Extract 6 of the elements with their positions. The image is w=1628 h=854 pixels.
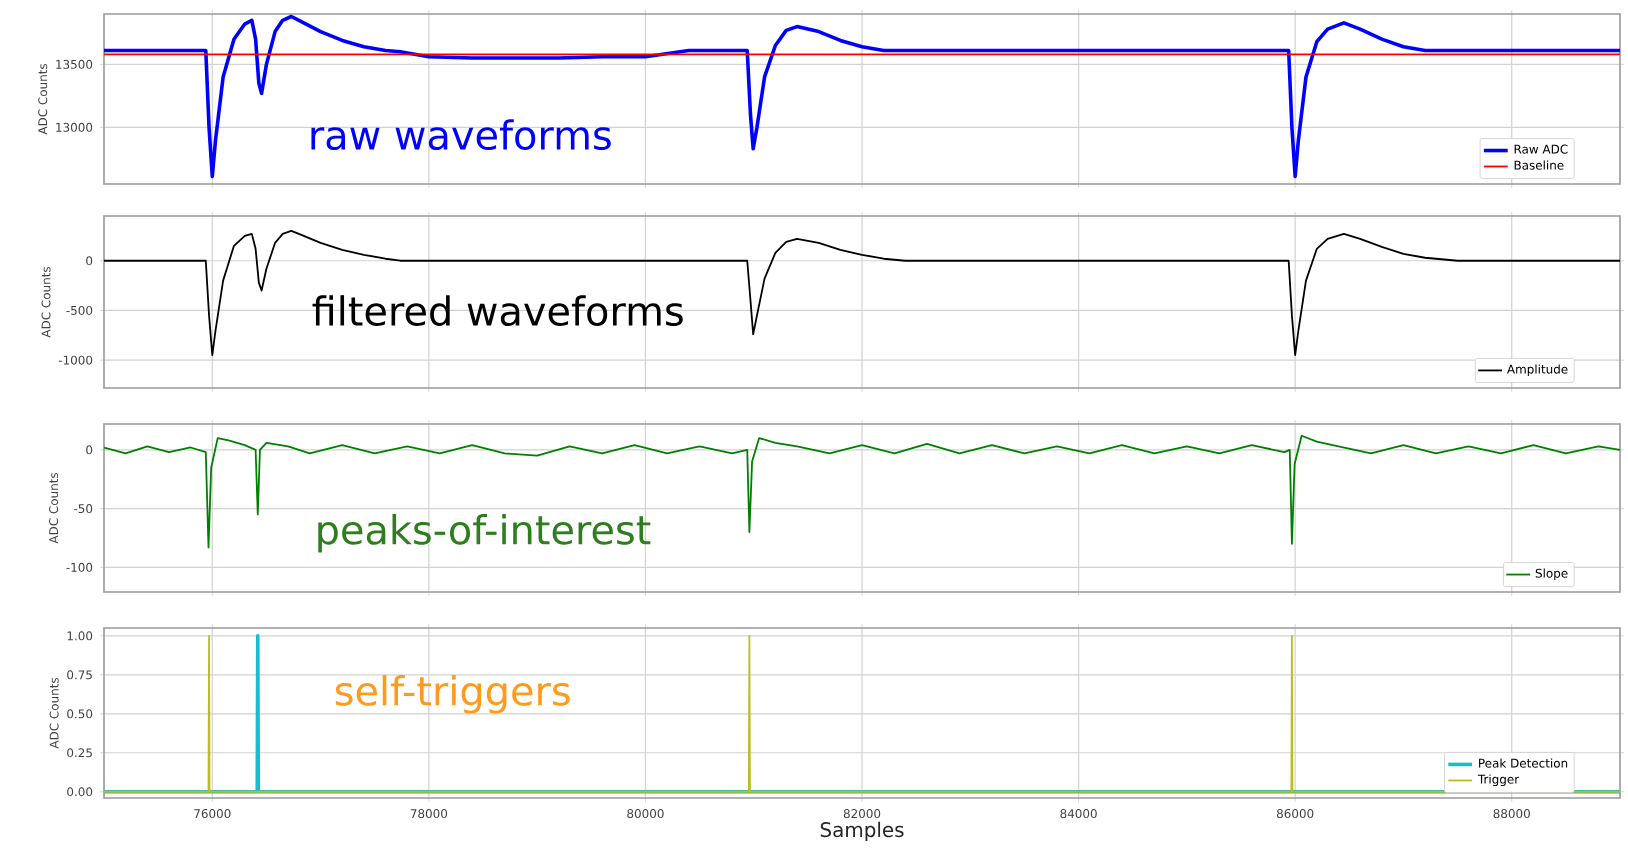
annotation: raw waveforms (311, 119, 611, 151)
line-series (104, 434, 1621, 549)
annotation: self-triggers (335, 675, 570, 714)
annotation: filtered waveforms (312, 295, 683, 327)
annotation: peaks-of-interest (318, 513, 651, 553)
x-axis-title: Samples (820, 821, 904, 842)
